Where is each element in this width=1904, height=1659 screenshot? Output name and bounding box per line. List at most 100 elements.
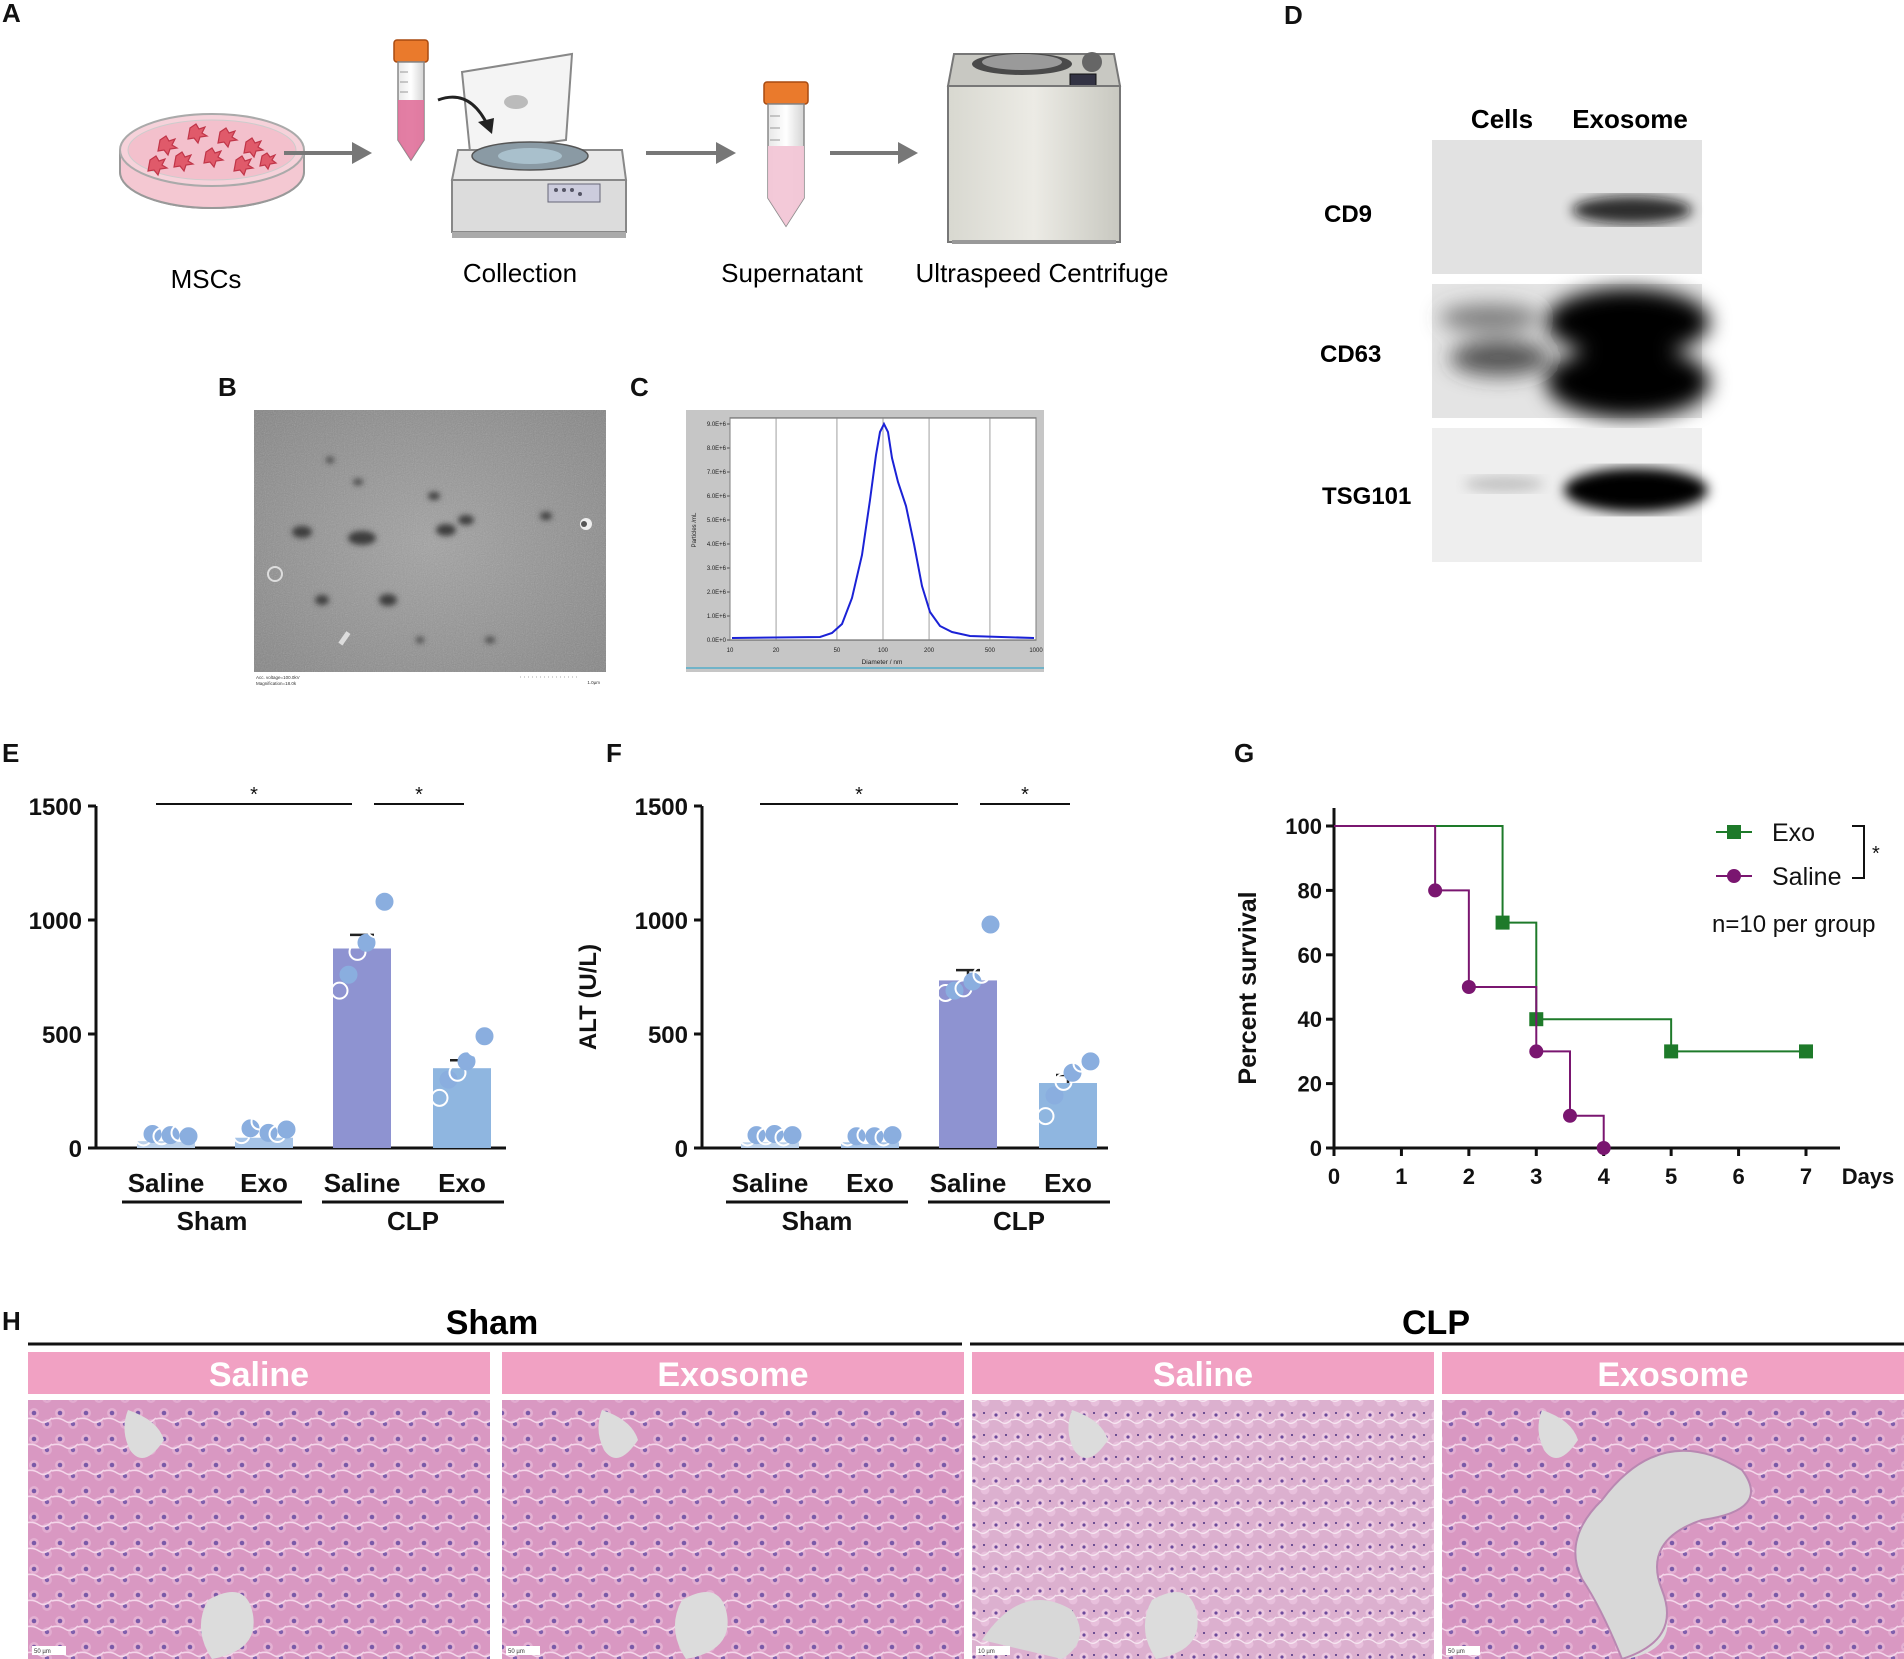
vessel-lumen — [1538, 1410, 1578, 1458]
data-point — [475, 1027, 494, 1046]
xtick-label: 7 — [1800, 1164, 1812, 1189]
bar — [741, 1142, 799, 1148]
survival-point — [1495, 915, 1510, 930]
category-label: Saline — [930, 1168, 1007, 1198]
nta-xtick-label: 20 — [773, 648, 780, 654]
nta-ytick-label: 7.0E+6 — [707, 470, 727, 476]
ytick-label: 100 — [1285, 814, 1322, 839]
data-point — [981, 915, 1000, 934]
ytick-label: 20 — [1298, 1072, 1322, 1097]
histology-group-clp: CLP — [1402, 1304, 1470, 1342]
significance-label: * — [250, 784, 258, 806]
step-label-ultraspeed-centrifuge: Ultraspeed Centrifuge — [916, 258, 1169, 288]
ytick-label: 80 — [1298, 878, 1322, 903]
petri-dish-icon — [119, 113, 305, 209]
scale-bar-box — [976, 1646, 1010, 1655]
nta-ytick-label: 0.0E+0 — [707, 638, 727, 644]
blot-column-cells: Cells — [1471, 104, 1533, 134]
panel-b-tem-image: Acc. voltage=100.0kV Magnification=18.0k… — [254, 410, 606, 690]
data-point — [375, 892, 394, 911]
panel-label-h: H — [2, 1306, 21, 1336]
nta-xtick-label: 200 — [924, 648, 935, 654]
histology-label: Exosome — [1597, 1356, 1748, 1394]
tem-caption-voltage: Acc. voltage=100.0kV — [256, 675, 300, 680]
data-point — [972, 965, 991, 984]
survival-curve-exo — [1334, 825, 1806, 1053]
survival-point — [1596, 1141, 1611, 1155]
scale-bar-label: 10 µm — [978, 1649, 995, 1655]
survival-point — [1563, 1108, 1577, 1123]
legend-significance-label: * — [1872, 843, 1880, 865]
data-point — [330, 981, 349, 1000]
vessel-lumen — [200, 1592, 254, 1659]
step-label-mscs: MSCs — [171, 264, 242, 294]
ytick-label: 500 — [42, 1022, 82, 1049]
data-point — [179, 1127, 198, 1146]
centrifuge-icon — [437, 52, 628, 238]
blot-row-cd9: CD9 — [1324, 201, 1372, 228]
xtick-label: 0 — [1328, 1164, 1340, 1189]
data-point — [783, 1126, 802, 1145]
ytick-label: 0 — [69, 1136, 82, 1163]
vessel-lumen — [598, 1410, 638, 1458]
data-point — [448, 1063, 467, 1082]
panel-label-c: C — [630, 372, 649, 402]
xtick-label: 3 — [1530, 1164, 1542, 1189]
nta-xtick-label: 1000 — [1029, 648, 1043, 654]
y-axis-label: Percent survival — [1234, 891, 1262, 1084]
panel-label-g: G — [1234, 738, 1254, 768]
scale-bar-box — [506, 1646, 540, 1655]
data-point — [439, 1070, 458, 1089]
vessel-lumen — [1574, 1449, 1752, 1659]
nta-ytick-label: 3.0E+6 — [707, 566, 727, 572]
vessel-lumen — [982, 1600, 1080, 1659]
data-point — [241, 1119, 260, 1138]
histology-label: Saline — [1153, 1356, 1253, 1394]
data-point — [250, 1112, 269, 1131]
bar — [137, 1141, 195, 1148]
significance-label: * — [855, 784, 863, 806]
arrow-right-icon — [830, 142, 918, 164]
data-point — [466, 1038, 485, 1057]
panel-label-e: E — [2, 738, 19, 768]
histology-label: Exosome — [657, 1356, 808, 1394]
legend-label: Saline — [1772, 863, 1842, 891]
category-label: Exo — [846, 1168, 894, 1198]
vessel-lumen — [124, 1410, 164, 1458]
scale-bar-box — [32, 1646, 66, 1655]
ytick-label: 60 — [1298, 943, 1322, 968]
scale-bar-label: 50 µm — [1448, 1649, 1465, 1655]
data-point — [1054, 1072, 1073, 1091]
survival-point — [1799, 1044, 1813, 1059]
data-point — [963, 972, 982, 991]
data-point — [1045, 1086, 1064, 1105]
data-point — [348, 942, 367, 961]
ytick-label: 0 — [675, 1136, 688, 1163]
group-label: CLP — [993, 1206, 1045, 1236]
panel-d-western-blot: Cells Exosome CD9 CD63 TSG101 — [1320, 104, 1710, 562]
step-label-collection: Collection — [463, 258, 577, 288]
nta-xtick-label: 500 — [985, 648, 996, 654]
legend-significance-bracket — [1852, 825, 1865, 879]
panel-g-survival-chart: 0 20 40 60 80 100 0 1 2 3 4 5 6 7 Days Percent survival… — [1234, 808, 1894, 1189]
xtick-label: 4 — [1598, 1164, 1611, 1189]
panel-label-a: A — [2, 0, 21, 28]
nta-ytick-label: 1.0E+6 — [707, 614, 727, 620]
scale-bar-box — [1446, 1646, 1480, 1655]
legend-label: Exo — [1772, 819, 1815, 847]
data-point — [457, 1052, 476, 1071]
category-label: Saline — [128, 1168, 205, 1198]
nta-ytick-label: 5.0E+6 — [707, 518, 727, 524]
legend-marker — [1727, 825, 1741, 839]
ytick-label: 1000 — [29, 908, 82, 935]
data-point — [366, 920, 385, 939]
histology-label-bar — [502, 1352, 964, 1394]
category-label: Saline — [324, 1168, 401, 1198]
blot-row-tsg101: TSG101 — [1322, 483, 1411, 510]
histology-label-bar — [972, 1352, 1434, 1394]
significance-label: * — [415, 784, 423, 806]
xtick-label: 1 — [1395, 1164, 1407, 1189]
bar — [333, 948, 391, 1148]
tem-scale-bar-label: 1.0µm — [587, 680, 600, 685]
